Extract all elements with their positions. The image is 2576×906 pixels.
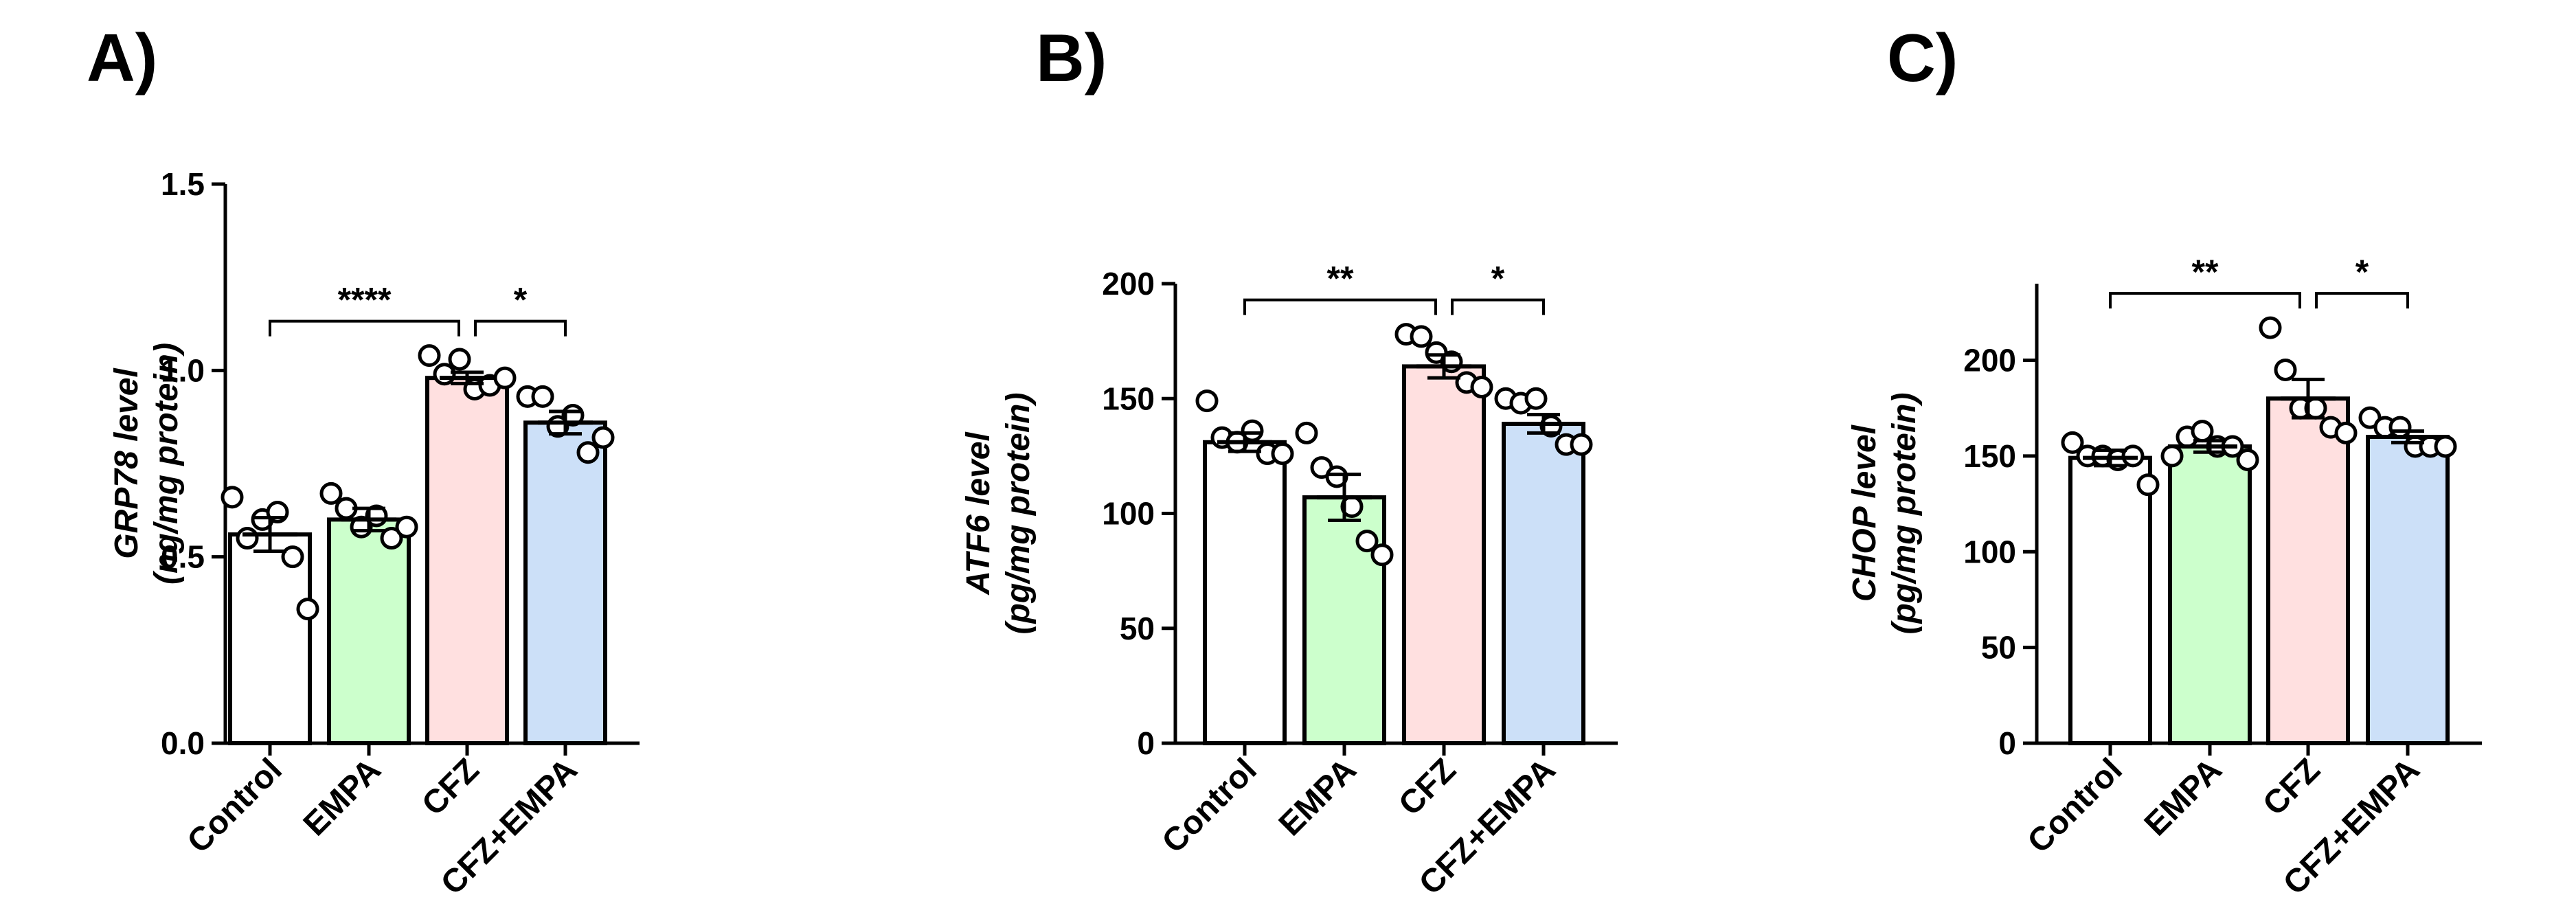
data-point <box>2136 473 2160 497</box>
significance-label: ** <box>1327 260 1354 298</box>
data-point <box>1195 389 1219 413</box>
significance-bracket <box>269 319 460 337</box>
x-tick-label: EMPA <box>297 751 388 843</box>
bar-cfz-empa <box>1502 422 1585 745</box>
data-point <box>2434 435 2457 458</box>
data-point <box>1325 465 1348 488</box>
significance-bracket <box>2315 292 2409 309</box>
significance-label: * <box>1491 260 1505 298</box>
bar-cfz-empa <box>523 420 607 745</box>
data-point <box>296 598 319 621</box>
y-tick-label: 50 <box>1120 611 1155 646</box>
chart-panel-1: A) 0.0 0.5 1.0 1.5 GRP78 level (ng/mg protein)… <box>87 20 640 902</box>
y-axis-title-line-2: (pg/mg protein) <box>1000 393 1037 635</box>
data-point <box>221 486 244 509</box>
y-axis-title-line-1: CHOP level <box>1846 424 1883 602</box>
y-tick-label: 150 <box>1102 381 1155 416</box>
y-axis-title-line-2: (ng/mg protein) <box>148 343 185 585</box>
data-point <box>2191 420 2214 443</box>
data-point <box>2061 431 2084 454</box>
data-point <box>1539 414 1563 438</box>
data-point <box>380 527 403 550</box>
data-point <box>236 527 259 550</box>
data-point <box>493 366 517 389</box>
data-point <box>531 385 554 408</box>
data-point <box>1370 543 1394 567</box>
data-point <box>1524 387 1548 410</box>
data-point <box>1410 325 1433 348</box>
data-point <box>591 426 615 449</box>
y-axis-title: GRP78 level (ng/mg protein) <box>109 343 185 585</box>
y-tick-label: 0 <box>1137 725 1155 761</box>
significance-bracket <box>2109 292 2301 309</box>
y-axis-title: CHOP level (pg/mg protein) <box>1846 393 1923 635</box>
data-point <box>2334 421 2358 444</box>
data-point <box>2259 316 2282 339</box>
data-point <box>1470 376 1493 399</box>
x-tick-label: Control <box>2021 751 2129 860</box>
x-tick-label: CFZ <box>2256 751 2327 822</box>
significance-bracket <box>1243 298 1437 315</box>
significance-label: **** <box>338 281 392 319</box>
y-tick-label: 200 <box>1963 343 2016 378</box>
significance-bracket <box>1451 298 1545 315</box>
bar-control <box>2068 455 2152 745</box>
y-tick-label: 200 <box>1102 266 1155 302</box>
panel-label: A) <box>87 20 157 95</box>
bar-cfz <box>425 376 509 745</box>
y-tick-label: 1.5 <box>161 166 205 202</box>
data-point <box>1295 421 1318 444</box>
significance-bracket <box>474 319 567 337</box>
y-tick-label: 150 <box>1963 438 2016 474</box>
y-axis-title-line-2: (pg/mg protein) <box>1886 393 1923 635</box>
data-point <box>2236 448 2259 471</box>
y-tick-label: 50 <box>1981 630 2016 666</box>
x-tick-label: EMPA <box>1272 751 1364 843</box>
data-point <box>395 515 418 539</box>
y-tick-label: 100 <box>1963 534 2016 569</box>
data-point <box>319 482 343 505</box>
y-tick-label: 0 <box>1998 725 2016 761</box>
data-point <box>1570 433 1593 456</box>
bar-cfz-empa <box>2366 435 2450 745</box>
y-tick-label: 1.0 <box>161 352 205 388</box>
x-tick-label: Control <box>181 751 289 860</box>
data-point <box>418 344 441 367</box>
data-point <box>1355 530 1379 553</box>
y-tick-label: 0.5 <box>161 539 205 575</box>
bar-empa <box>2168 444 2252 745</box>
data-point <box>2160 444 2184 468</box>
bar-control <box>1203 440 1287 745</box>
y-axis-title: ATF6 level (pg/mg protein) <box>960 393 1037 635</box>
bar-empa <box>327 517 411 746</box>
data-point <box>433 363 456 386</box>
significance-label: * <box>2355 253 2369 291</box>
y-tick-label: 0.0 <box>161 725 205 761</box>
chart-panel-2: B) 0 50 100 150 200 ATF6 level (pg/mg protein) C… <box>960 20 1618 902</box>
panel-label: C) <box>1887 20 1958 95</box>
data-point <box>576 441 600 464</box>
x-tick-label: EMPA <box>2138 751 2229 843</box>
bar-cfz <box>1402 364 1486 745</box>
bar-cfz <box>2266 396 2350 745</box>
x-tick-label: Control <box>1155 751 1264 860</box>
data-point <box>448 348 471 371</box>
x-tick-label: CFZ <box>1392 751 1462 822</box>
data-point <box>281 545 304 569</box>
y-axis-title-line-1: GRP78 level <box>109 367 145 559</box>
bar-control <box>228 532 312 746</box>
panel-label: B) <box>1036 20 1107 95</box>
data-point <box>2274 358 2297 381</box>
x-tick-label: CFZ <box>415 751 486 822</box>
data-point <box>1271 442 1294 466</box>
significance-label: ** <box>2192 253 2219 291</box>
y-axis-title-line-1: ATF6 level <box>960 431 997 596</box>
y-tick-label: 100 <box>1102 496 1155 532</box>
significance-label: * <box>514 281 528 319</box>
